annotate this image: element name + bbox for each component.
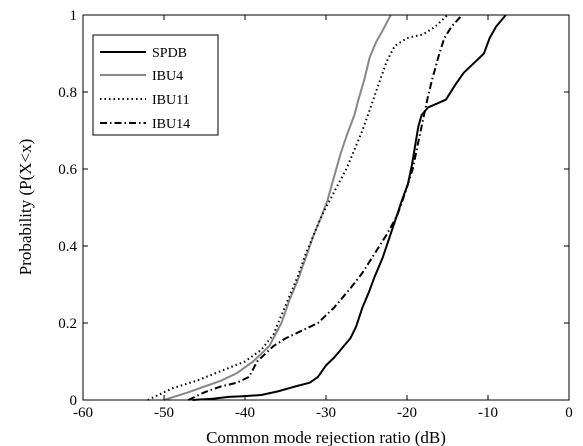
series-line-spdb [192, 14, 507, 401]
x-tick-label: -30 [316, 405, 336, 421]
x-tick-label: -20 [397, 405, 417, 421]
legend-label-ibu4: IBU4 [152, 69, 183, 84]
legend-items: SPDB IBU4 IBU11 IBU14 [100, 46, 190, 132]
y-tick-label: 0.6 [58, 162, 77, 178]
tick-layer: -60 -50 -40 -30 -20 -10 0 0 0.2 0.4 0.6 0.8 1 [58, 8, 573, 421]
y-tick-label: 0.4 [58, 239, 77, 255]
y-tick-label: 0.2 [58, 316, 77, 332]
series-line-ibu14 [187, 14, 463, 401]
x-tick-label: 0 [565, 405, 573, 421]
legend: SPDB IBU4 IBU11 IBU14 [92, 34, 219, 136]
legend-label-spdb: SPDB [152, 46, 187, 61]
legend-label-ibu14: IBU14 [152, 117, 190, 132]
y-tick-label: 0.8 [58, 85, 77, 101]
y-tick-label: 1 [70, 8, 78, 24]
series-line-ibu11 [147, 14, 449, 401]
plot-frame [82, 14, 570, 401]
series-line-ibu4 [163, 14, 392, 401]
legend-label-ibu11: IBU11 [152, 93, 190, 108]
y-axis-label: Probability (P(X<x) [16, 139, 35, 276]
x-tick-label: -60 [73, 405, 93, 421]
x-axis-label: Common mode rejection ratio (dB) [206, 428, 446, 446]
series-layer [147, 14, 507, 401]
y-tick-label: 0 [70, 393, 78, 409]
x-tick-label: -50 [154, 405, 174, 421]
x-tick-label: -10 [478, 405, 498, 421]
x-tick-label: -40 [235, 405, 255, 421]
